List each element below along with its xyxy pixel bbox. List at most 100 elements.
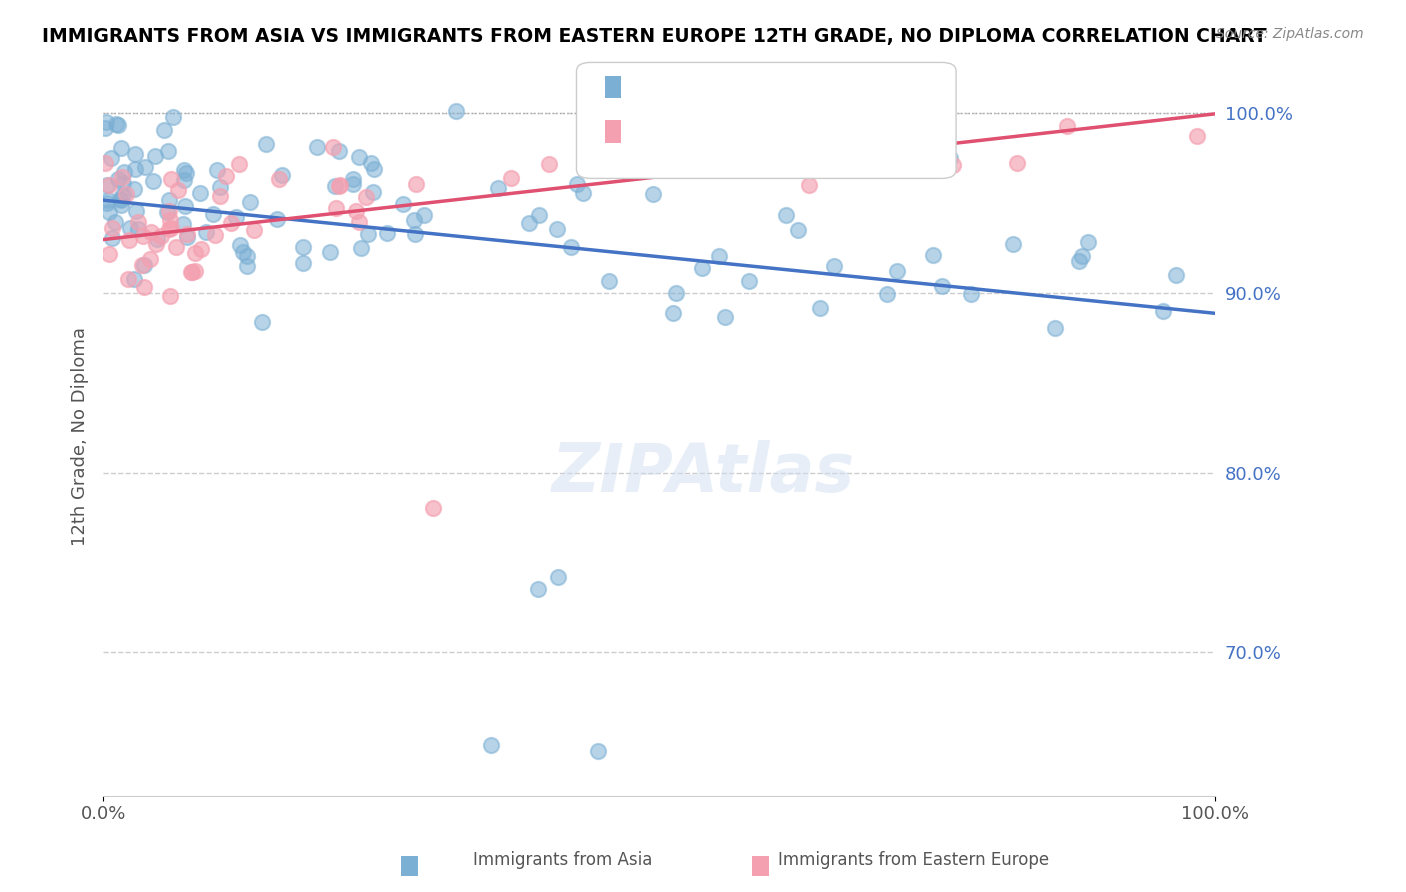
Point: [157, 193, 180, 207]
Point: [347, 150, 370, 164]
Point: [405, 177, 427, 191]
Point: [481, 739, 503, 753]
Point: [107, 172, 129, 186]
Point: [145, 237, 167, 252]
Point: [173, 163, 195, 178]
Point: [160, 220, 183, 235]
Text: -0.163: -0.163: [658, 76, 711, 94]
Point: [118, 234, 141, 248]
Point: [94, 156, 117, 170]
Point: [1164, 268, 1187, 282]
Point: [205, 163, 228, 178]
Point: [184, 246, 207, 260]
Point: [1070, 249, 1092, 263]
Point: [922, 248, 945, 262]
Point: [662, 306, 685, 320]
Point: [184, 264, 207, 278]
Point: [150, 229, 173, 244]
Text: 0.437: 0.437: [658, 120, 706, 138]
Point: [229, 238, 252, 252]
Point: [853, 121, 876, 136]
Point: [124, 147, 146, 161]
Text: N =: N =: [699, 120, 747, 138]
Point: [167, 183, 190, 197]
Point: [236, 249, 259, 263]
Point: [156, 205, 179, 219]
Text: Immigrants from Eastern Europe: Immigrants from Eastern Europe: [779, 851, 1049, 869]
Text: Source: ZipAtlas.com: Source: ZipAtlas.com: [1216, 27, 1364, 41]
Point: [328, 178, 350, 193]
Point: [142, 174, 165, 188]
Point: [876, 287, 898, 301]
Point: [1067, 253, 1090, 268]
Point: [886, 263, 908, 277]
Point: [108, 192, 131, 206]
Point: [356, 227, 378, 241]
Point: [361, 185, 384, 199]
Point: [737, 274, 759, 288]
Point: [413, 208, 436, 222]
Point: [153, 123, 176, 137]
Point: [291, 240, 314, 254]
Point: [527, 208, 550, 222]
Point: [159, 213, 181, 227]
Point: [292, 256, 315, 270]
Point: [122, 182, 145, 196]
Point: [118, 220, 141, 235]
Point: [560, 240, 582, 254]
Point: [565, 177, 588, 191]
Point: [110, 193, 132, 207]
Text: R = 0.437    N = 56: R = 0.437 N = 56: [626, 120, 787, 138]
Point: [173, 173, 195, 187]
Point: [100, 221, 122, 235]
Point: [527, 582, 550, 597]
Point: [173, 199, 195, 213]
Point: [225, 210, 247, 224]
Point: [215, 169, 238, 184]
Point: [714, 120, 737, 134]
Point: [328, 144, 350, 158]
Point: [329, 178, 352, 192]
Point: [350, 241, 373, 255]
Point: [122, 272, 145, 286]
Point: [98, 204, 121, 219]
Point: [176, 230, 198, 244]
Point: [775, 209, 797, 223]
Point: [101, 231, 124, 245]
Point: [243, 223, 266, 237]
Point: [267, 172, 290, 186]
Point: [643, 186, 665, 201]
Point: [104, 215, 127, 229]
Point: [111, 170, 134, 185]
Point: [271, 168, 294, 182]
Point: [344, 203, 367, 218]
Point: [132, 228, 155, 243]
Point: [194, 225, 217, 239]
Point: [444, 103, 467, 118]
Text: 56: 56: [741, 120, 762, 138]
Point: [176, 227, 198, 241]
Point: [319, 244, 342, 259]
Point: [115, 186, 138, 201]
Text: R =: R =: [626, 76, 662, 94]
Point: [204, 227, 226, 242]
Point: [96, 115, 118, 129]
Point: [157, 144, 180, 158]
Point: [110, 198, 132, 212]
Point: [110, 141, 132, 155]
Point: [111, 187, 134, 202]
Point: [125, 204, 148, 219]
Point: [112, 165, 135, 179]
Point: [546, 221, 568, 235]
Point: [190, 242, 212, 256]
Point: [208, 189, 231, 203]
Point: [96, 178, 118, 193]
Point: [676, 152, 699, 166]
Point: [97, 193, 120, 207]
Point: [159, 171, 181, 186]
Point: [117, 272, 139, 286]
Point: [162, 110, 184, 124]
Point: [960, 287, 983, 301]
Point: [349, 215, 371, 229]
Point: [228, 157, 250, 171]
